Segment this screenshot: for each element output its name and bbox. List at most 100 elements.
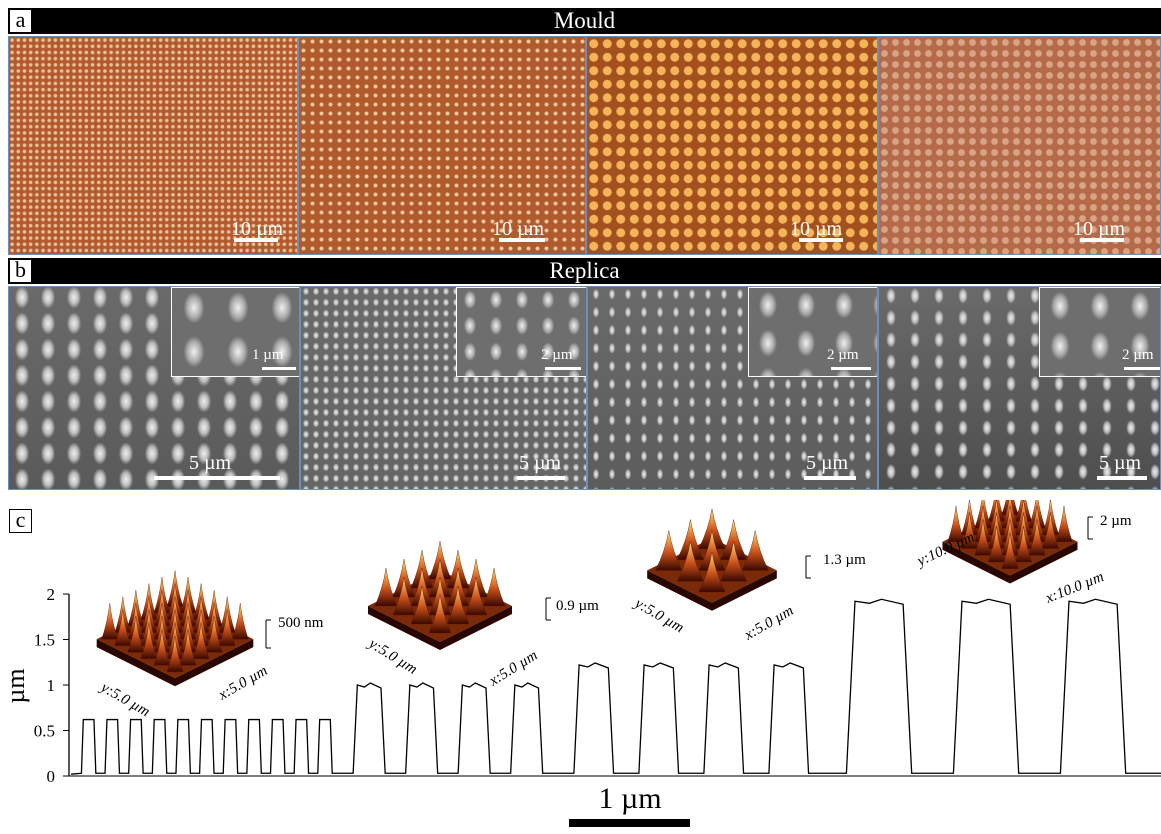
afm-4-z-label: 2 µm	[1100, 513, 1132, 529]
scale-bar	[804, 476, 856, 480]
inset-scale-bar	[262, 367, 296, 370]
afm-3-y-label: y:5.0 µm	[630, 595, 686, 637]
afm-side	[647, 570, 777, 611]
panel-c-letter: c	[9, 509, 32, 533]
afm-peak	[446, 585, 470, 625]
afm-peak	[1014, 525, 1033, 563]
afm-peak	[960, 512, 979, 549]
panel-b-title: Replica	[549, 258, 620, 283]
sem-inset: 2 µm	[748, 287, 877, 377]
afm-z-scale	[805, 555, 811, 579]
afm-peak	[218, 609, 236, 646]
afm-peak	[392, 576, 416, 616]
scale-bar	[154, 476, 280, 480]
afm-peak	[153, 629, 171, 666]
afm-3-x-label: x:5.0 µm	[741, 603, 796, 644]
scale-bar	[1080, 238, 1124, 242]
inset-scale-bar-label: 2 µm	[827, 347, 859, 363]
mould-image-4: 10 µm	[878, 36, 1161, 255]
afm-side	[368, 606, 512, 650]
afm-peak	[698, 551, 726, 593]
afm-peak	[1001, 532, 1019, 569]
afm-peak	[205, 616, 223, 653]
afm-surface-4	[942, 478, 1093, 584]
scale-bar-label: 10 µm	[790, 218, 843, 240]
mould-image-1: 10 µm	[8, 36, 298, 255]
afm-z-scale	[1087, 516, 1093, 540]
panel-a-title: Mould	[553, 8, 616, 33]
chart-scale-bar	[569, 819, 690, 827]
afm-4-x-label: x:10.0 µm	[1043, 569, 1107, 607]
afm-peak	[655, 530, 683, 571]
afm-3-z-label: 1.3 µm	[823, 552, 866, 568]
panel-a-letter: a	[9, 9, 32, 33]
y-tick-label: 0	[47, 767, 56, 786]
sem-inset: 2 µm	[1039, 287, 1160, 377]
afm-peak	[741, 530, 769, 571]
afm-z-scale	[545, 597, 551, 621]
y-axis-ticks: 0 0.5 1 1.5 2	[34, 585, 69, 786]
afm-peak	[166, 635, 184, 672]
afm-side	[96, 639, 254, 687]
afm-peak	[974, 519, 992, 556]
afm-peak	[676, 541, 704, 582]
afm-surface-3	[647, 508, 811, 611]
scale-bar-label: 5 µm	[806, 452, 849, 474]
afm-peak	[720, 541, 748, 582]
afm-1-z-label: 500 nm	[278, 615, 324, 631]
scale-bar-label: 10 µm	[231, 218, 284, 240]
afm-peak	[698, 530, 726, 571]
afm-peak	[698, 508, 726, 549]
y-tick-label: 0.5	[34, 722, 55, 741]
scale-bar-label: 10 µm	[1073, 218, 1126, 240]
sem-image-1: 1 µm 5 µm	[8, 286, 300, 490]
mould-image-3: 10 µm	[586, 36, 878, 255]
afm-peak	[231, 603, 249, 640]
sem-image-2: 2 µm 5 µm	[300, 286, 587, 490]
afm-peak	[1041, 512, 1060, 549]
inset-scale-bar-label: 1 µm	[252, 347, 284, 363]
scale-bar-label: 5 µm	[189, 452, 232, 474]
y-axis-label: µm	[1, 668, 30, 703]
afm-peak	[428, 594, 452, 634]
scale-bar	[799, 238, 843, 242]
height-profile-chart: 0 0.5 1 1.5 2 µm 500 nm y:5.0 µm x:5.0 µm 0.…	[0, 478, 1161, 829]
afm-peak	[947, 505, 965, 542]
afm-peak	[114, 609, 132, 646]
afm-peak	[1055, 505, 1073, 542]
afm-peak	[482, 567, 506, 607]
afm-peak	[1028, 519, 1046, 556]
scale-bar-label: 5 µm	[1099, 452, 1142, 474]
scale-bar	[234, 238, 278, 242]
afm-peak	[140, 622, 158, 659]
sem-inset: 1 µm	[171, 287, 299, 377]
scale-bar-label: 10 µm	[492, 218, 545, 240]
afm-peak	[676, 519, 704, 560]
panel-b-letter: b	[9, 259, 32, 283]
scale-bar	[517, 476, 565, 480]
afm-2-x-label: x:5.0 µm	[486, 647, 541, 690]
y-tick-label: 2	[47, 585, 56, 604]
afm-2-z-label: 0.9 µm	[556, 598, 599, 614]
afm-surface-1	[96, 570, 271, 687]
y-tick-label: 1.5	[34, 631, 55, 650]
sem-inset: 2 µm	[456, 287, 586, 377]
scale-bar	[1097, 476, 1147, 480]
afm-peak	[127, 616, 145, 653]
afm-z-scale	[265, 619, 271, 649]
afm-peak	[987, 525, 1006, 563]
y-tick-label: 1	[47, 676, 56, 695]
afm-peak	[410, 585, 434, 625]
sem-image-4: 2 µm 5 µm	[878, 286, 1161, 490]
scale-bar-label: 5 µm	[519, 452, 562, 474]
afm-2-y-label: y:5.0 µm	[364, 635, 420, 678]
afm-1-x-label: x:5.0 µm	[215, 663, 270, 704]
afm-peak	[192, 622, 210, 659]
afm-peak	[101, 603, 119, 640]
scale-bar	[499, 238, 545, 242]
inset-scale-bar	[545, 367, 581, 370]
inset-scale-bar	[1124, 367, 1160, 370]
afm-peak	[720, 519, 748, 560]
afm-peak	[374, 567, 398, 607]
inset-scale-bar-label: 2 µm	[1122, 347, 1154, 363]
